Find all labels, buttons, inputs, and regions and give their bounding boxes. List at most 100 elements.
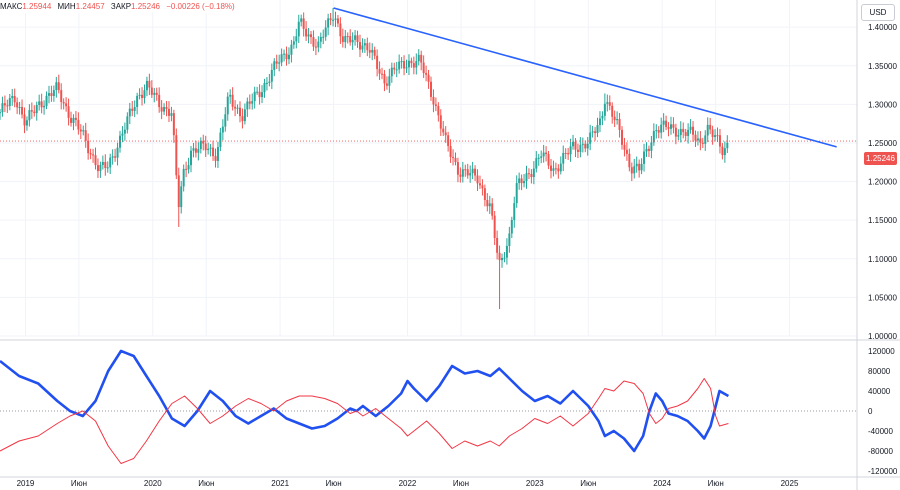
candle-body [501,257,504,261]
candle-body [474,168,477,176]
candle-body [447,135,450,147]
candle-body [508,233,511,246]
candle-body [216,147,219,161]
candle-body [552,168,555,171]
candle-body [503,257,506,259]
candle-body [18,107,21,109]
candle-body [167,108,170,116]
candle-body [559,163,562,172]
candle-body [280,54,283,63]
candle-body [726,142,729,149]
candle-body [542,152,545,157]
candle-body [312,37,315,47]
candle-body [324,27,327,37]
candle-body [231,94,234,107]
candle-body [557,168,560,172]
candle-body [395,69,398,71]
candle-body [131,108,134,111]
candle-body [307,34,310,37]
price-pane[interactable] [0,7,857,310]
candle-body [16,102,19,108]
cot-line-red [0,378,729,464]
candle-body [425,73,428,75]
candle-body [513,203,516,221]
candle-body [611,105,614,117]
candle-body [415,61,418,68]
candle-body [405,67,408,69]
candle-body [716,135,719,137]
candle-body [170,113,173,116]
candle-body [657,130,660,133]
candle-body [62,101,65,104]
candle-body [633,166,636,174]
candle-body [123,129,126,134]
min-label: МИН [57,2,76,11]
candle-body [339,23,342,37]
candle-body [400,61,403,63]
candle-body [459,174,462,177]
candle-body [275,61,278,64]
candle-body [672,124,675,128]
candle-body [366,43,369,51]
candle-body [351,39,354,43]
candle-body [77,119,80,130]
candle-body [332,19,335,21]
candle-body [554,168,557,170]
candle-body [310,34,313,38]
candle-body [574,141,577,150]
candle-body [667,127,670,129]
candle-body [537,157,540,159]
candle-body [283,53,286,55]
candle-body [317,41,320,48]
candle-body [6,105,9,107]
candle-body [253,91,256,102]
candle-body [591,131,594,133]
candle-body [491,203,494,216]
candle-body [111,156,114,158]
candle-body [28,110,31,121]
close-label: ЗАКР [110,2,132,11]
time-tick-label: Июн [326,479,342,488]
candle-body [23,114,26,126]
candle-body [84,130,87,141]
candle-body [221,126,224,133]
candle-body [596,125,599,133]
currency-button[interactable]: USD [861,4,895,21]
candle-body [434,104,437,106]
candle-body [630,167,633,174]
candle-body [47,93,50,96]
cot-tick-label: -40000 [868,427,893,436]
max-value: 1.25944 [22,2,52,11]
candle-body [322,36,325,38]
candle-body [163,107,166,112]
min-value: 1.24457 [75,2,105,11]
candle-body [449,146,452,157]
candle-body [383,73,386,84]
candle-body [572,141,575,147]
candle-body [432,96,435,105]
time-tick-label: Июн [708,479,724,488]
candle-body [192,148,195,151]
candle-body [99,164,102,172]
candle-body [224,114,227,127]
cot-pane[interactable] [0,349,857,464]
candle-body [584,143,587,149]
candle-body [187,165,190,170]
candle-body [256,91,259,93]
candle-body [87,140,90,154]
candle-body [287,54,290,60]
candle-body [72,117,75,123]
candle-body [696,138,699,141]
candle-body [202,140,205,144]
candle-body [616,119,619,121]
candle-body [476,175,479,184]
candle-body [327,18,330,28]
candle-body [669,124,672,129]
candle-body [530,174,533,177]
candle-body [368,50,371,53]
candle-body [265,82,268,84]
candle-body [621,129,624,145]
candle-body [329,18,332,21]
